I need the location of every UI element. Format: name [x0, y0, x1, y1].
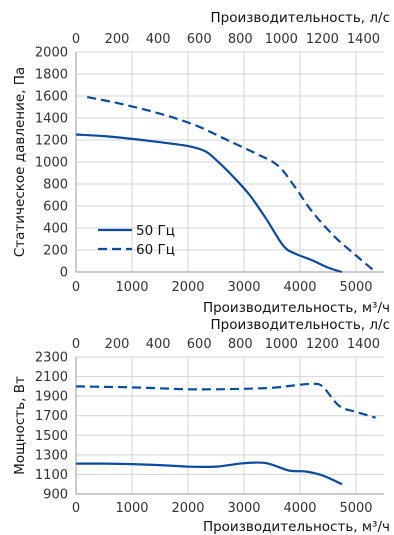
top-x-tick-label: 1000 — [265, 337, 298, 352]
x-tick-label: 5000 — [339, 280, 372, 295]
x-tick-label: 3000 — [227, 280, 260, 295]
x-tick-label: 2000 — [171, 501, 204, 516]
top-x-tick-label: 200 — [105, 32, 130, 47]
x-axis-title: Производительность, м³/ч — [203, 519, 390, 535]
x-tick-label: 1000 — [115, 501, 148, 516]
series-line-solid — [75, 133, 343, 274]
y-tick-label: 2000 — [35, 46, 68, 61]
x-tick-label: 0 — [72, 280, 80, 295]
series-line-dashed — [75, 382, 376, 419]
x-tick-label: 4000 — [283, 280, 316, 295]
top-axis-title: Производительность, л/с — [210, 317, 390, 333]
top-x-tick-label: 1400 — [347, 337, 380, 352]
y-axis-title: Статическое давление, Па — [12, 67, 28, 257]
top-x-tick-label: 0 — [72, 32, 80, 47]
top-x-tick-label: 800 — [228, 32, 253, 47]
y-tick-label: 1000 — [35, 156, 68, 171]
top-x-tick-label: 600 — [187, 32, 212, 47]
x-tick-label: 4000 — [283, 501, 316, 516]
y-tick-label: 200 — [43, 244, 68, 259]
x-axis-title: Производительность, м³/ч — [203, 300, 390, 316]
top-x-tick-label: 200 — [105, 337, 130, 352]
y-tick-label: 1700 — [35, 409, 68, 424]
series-line-solid — [75, 461, 343, 486]
y-axis-title: Мощность, Вт — [12, 376, 28, 475]
top-x-tick-label: 1400 — [347, 32, 380, 47]
top-x-tick-label: 1000 — [265, 32, 298, 47]
top-axis-title: Производительность, л/с — [210, 10, 390, 26]
y-tick-label: 1900 — [35, 390, 68, 405]
series-line-dashed — [86, 96, 377, 273]
top-x-tick-label: 1200 — [306, 32, 339, 47]
y-tick-label: 800 — [43, 178, 68, 193]
top-x-tick-label: 0 — [72, 337, 80, 352]
y-tick-label: 1500 — [35, 429, 68, 444]
top-x-tick-label: 800 — [228, 337, 253, 352]
top-x-tick-label: 600 — [187, 337, 212, 352]
y-tick-label: 0 — [60, 266, 68, 281]
y-tick-label: 600 — [43, 200, 68, 215]
y-tick-label: 900 — [43, 488, 68, 503]
y-tick-label: 1400 — [35, 112, 68, 127]
legend-label: 50 Гц — [136, 223, 175, 239]
x-tick-label: 1000 — [115, 280, 148, 295]
legend: 50 Гц 60 Гц — [98, 223, 175, 258]
legend-label: 60 Гц — [136, 242, 175, 258]
y-tick-label: 1300 — [35, 448, 68, 463]
x-tick-label: 0 — [72, 501, 80, 516]
y-tick-label: 2300 — [35, 351, 68, 366]
y-tick-label: 2100 — [35, 370, 68, 385]
top-x-tick-label: 1200 — [306, 337, 339, 352]
top-x-tick-label: 400 — [146, 337, 171, 352]
y-tick-label: 1600 — [35, 90, 68, 105]
x-tick-label: 2000 — [171, 280, 204, 295]
y-tick-label: 1800 — [35, 68, 68, 83]
x-tick-label: 5000 — [339, 501, 372, 516]
y-tick-label: 1200 — [35, 134, 68, 149]
x-tick-label: 3000 — [227, 501, 260, 516]
y-tick-label: 1100 — [35, 468, 68, 483]
y-tick-label: 400 — [43, 222, 68, 237]
top-x-tick-label: 400 — [146, 32, 171, 47]
